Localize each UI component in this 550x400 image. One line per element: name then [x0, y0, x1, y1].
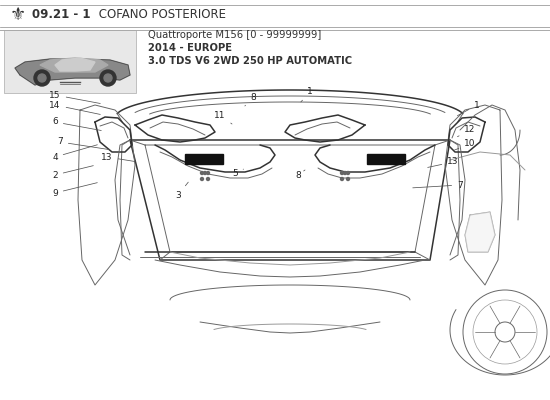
- Polygon shape: [55, 58, 95, 71]
- Text: 7: 7: [57, 138, 109, 150]
- Text: 2014 - EUROPE: 2014 - EUROPE: [148, 43, 232, 53]
- Circle shape: [104, 74, 112, 82]
- Circle shape: [38, 74, 46, 82]
- Text: 6: 6: [52, 118, 101, 130]
- Bar: [367, 154, 405, 164]
- Text: 9: 9: [52, 183, 97, 198]
- Text: 3: 3: [175, 182, 188, 200]
- Polygon shape: [40, 58, 108, 72]
- Text: 15: 15: [50, 90, 100, 104]
- Text: Quattroporte M156 [0 - 99999999]: Quattroporte M156 [0 - 99999999]: [148, 30, 321, 40]
- Circle shape: [100, 70, 116, 86]
- Circle shape: [344, 172, 346, 174]
- Polygon shape: [465, 212, 495, 252]
- Text: 2: 2: [52, 166, 94, 180]
- Text: 3.0 TDS V6 2WD 250 HP AUTOMATIC: 3.0 TDS V6 2WD 250 HP AUTOMATIC: [148, 56, 352, 66]
- Text: 12: 12: [458, 126, 476, 137]
- Text: 14: 14: [50, 100, 100, 114]
- Circle shape: [340, 172, 344, 174]
- Text: 13: 13: [428, 158, 459, 168]
- Bar: [185, 154, 223, 164]
- Text: 8: 8: [245, 92, 256, 106]
- Text: 7: 7: [412, 180, 463, 190]
- Polygon shape: [15, 59, 130, 85]
- Circle shape: [204, 172, 206, 174]
- Text: 1: 1: [458, 100, 480, 116]
- Circle shape: [201, 172, 204, 174]
- Circle shape: [340, 178, 344, 180]
- Text: 09.21 - 1: 09.21 - 1: [32, 8, 91, 22]
- Text: 11: 11: [214, 110, 232, 124]
- Circle shape: [201, 178, 204, 180]
- Circle shape: [206, 172, 210, 174]
- Circle shape: [346, 172, 349, 174]
- Text: 1: 1: [301, 88, 313, 102]
- Text: 4: 4: [52, 145, 97, 162]
- Text: 8: 8: [295, 170, 305, 180]
- Text: ⚜: ⚜: [10, 6, 26, 24]
- Circle shape: [34, 70, 50, 86]
- FancyBboxPatch shape: [4, 30, 136, 93]
- Text: COFANO POSTERIORE: COFANO POSTERIORE: [95, 8, 226, 22]
- Text: 10: 10: [455, 140, 476, 150]
- Circle shape: [346, 178, 349, 180]
- Text: 13: 13: [101, 152, 135, 162]
- Circle shape: [206, 178, 210, 180]
- Text: 5: 5: [232, 168, 244, 178]
